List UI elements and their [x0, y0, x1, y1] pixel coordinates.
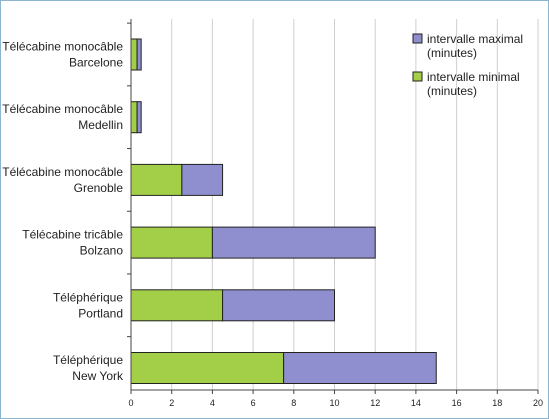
bar-segment-min	[130, 226, 213, 259]
bar-segment-min	[130, 163, 183, 196]
bar-segment-min	[130, 101, 138, 134]
bar-segment-min	[130, 289, 224, 322]
category-label: Téléphérique New York	[53, 353, 124, 383]
category-label: Télécabine monocâble Grenoble	[2, 165, 123, 195]
bars	[130, 38, 437, 384]
x-tick-label: 4	[210, 398, 215, 408]
legend-label: intervalle minimal (minutes)	[427, 70, 520, 98]
legend-swatch	[412, 33, 423, 44]
legend-label: intervalle maximal (minutes)	[427, 32, 523, 60]
bar-segment-max	[222, 289, 335, 322]
x-tick-label: 12	[370, 398, 380, 408]
x-tick-label: 16	[452, 398, 462, 408]
bar-segment-max	[181, 163, 224, 196]
bar-segment-max	[136, 38, 142, 71]
x-tick-label: 2	[169, 398, 174, 408]
bar-segment-min	[130, 352, 285, 384]
category-label: Télécabine monocâble Medellin	[2, 102, 123, 132]
category-labels: Télécabine monocâble Barcelone Télécabine …	[2, 40, 124, 384]
axes	[127, 19, 539, 394]
x-tick-label: 10	[329, 398, 339, 408]
bar-segment-max	[211, 226, 376, 259]
legend: intervalle maximal (minutes) intervalle mi…	[412, 32, 523, 98]
x-tick-label: 18	[492, 398, 502, 408]
legend-swatch	[412, 71, 423, 82]
x-tick-label: 0	[128, 398, 133, 408]
bar-segment-max	[136, 101, 142, 134]
bar-segment-max	[283, 352, 437, 384]
category-label: Télécabine monocâble Barcelone	[2, 40, 123, 70]
category-label: Télécabine tricâble Bolzano	[22, 228, 123, 258]
x-tick-label: 20	[533, 398, 543, 408]
x-tick-label: 8	[291, 398, 296, 408]
x-tick-label: 14	[411, 398, 421, 408]
x-tick-label: 6	[251, 398, 256, 408]
category-label: Téléphérique Portland	[53, 290, 123, 320]
bar-segment-min	[130, 38, 138, 71]
x-tick-labels: 0 2 4 6 8 10 12 14 16 18 20	[128, 398, 543, 408]
